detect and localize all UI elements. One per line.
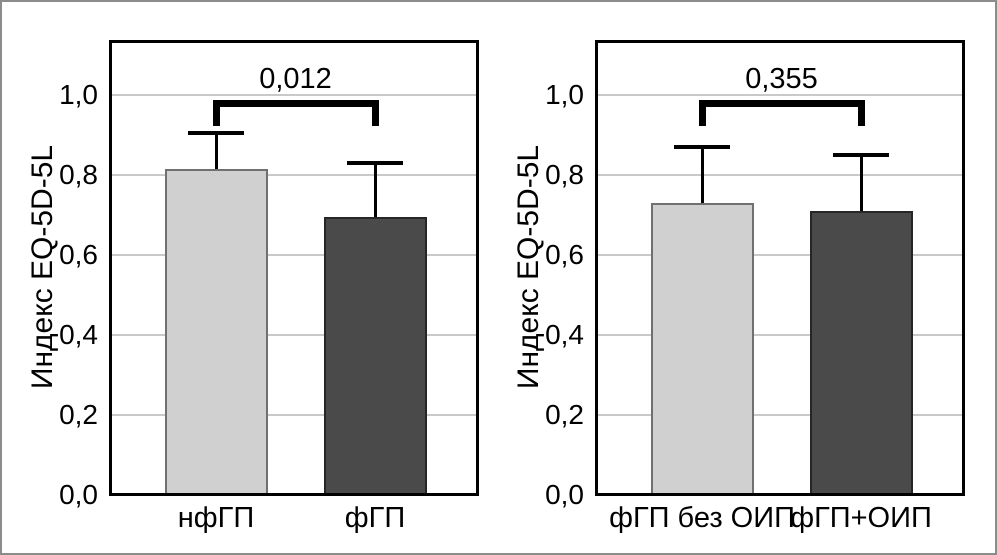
y-tick-label: 0,8 [545, 159, 584, 190]
category-label: фГП [344, 502, 406, 534]
bar [809, 211, 913, 495]
error-bar-cap [347, 161, 403, 165]
y-tick-label: 0,2 [545, 399, 584, 430]
gridline [109, 174, 479, 176]
y-tick-label: 0,6 [545, 239, 584, 270]
category-label: нфГП [177, 502, 255, 534]
significance-bracket [698, 100, 865, 126]
error-bar-stem [700, 147, 704, 203]
error-bar-stem [214, 133, 218, 169]
bar [323, 217, 427, 495]
category-label: фГП без ОИП [609, 502, 795, 534]
chart-right: Индекс EQ-5D-5L 0,355 0,0 0,2 0,4 0,6 0,8 1,0… [499, 2, 995, 553]
y-tick-label: 0,4 [59, 319, 98, 350]
error-bar-cap [833, 153, 889, 157]
gridline [595, 174, 965, 176]
error-bar-stem [373, 163, 377, 217]
significance-bracket [212, 100, 379, 126]
error-bar-stem [859, 155, 863, 211]
gridline [109, 94, 479, 96]
gridline [595, 334, 965, 336]
gridline [595, 254, 965, 256]
y-tick-label: 0,0 [59, 479, 98, 510]
bar [164, 169, 268, 495]
error-bar-cap [674, 145, 730, 149]
y-tick-label: 0,2 [59, 399, 98, 430]
chart-left: Индекс EQ-5D-5L 0,012 0,0 0,2 0,4 0,6 0,8 1,0… [2, 2, 499, 553]
error-bar-cap [188, 131, 244, 135]
plot-area: 0,355 [595, 40, 965, 496]
gridline [595, 94, 965, 96]
plot-area: 0,012 [109, 40, 479, 496]
gridline [109, 414, 479, 416]
y-tick-label: 1,0 [545, 79, 584, 110]
bar [650, 203, 754, 495]
y-tick-label: 1,0 [59, 79, 98, 110]
y-tick-label: 0,8 [59, 159, 98, 190]
gridline [595, 414, 965, 416]
gridline [109, 254, 479, 256]
y-tick-label: 0,4 [545, 319, 584, 350]
y-tick-label: 0,6 [59, 239, 98, 270]
p-value-label: 0,012 [259, 63, 332, 95]
p-value-label: 0,355 [745, 63, 818, 95]
category-label: фГП+ОИП [790, 502, 932, 534]
gridline [109, 334, 479, 336]
y-tick-label: 0,0 [545, 479, 584, 510]
